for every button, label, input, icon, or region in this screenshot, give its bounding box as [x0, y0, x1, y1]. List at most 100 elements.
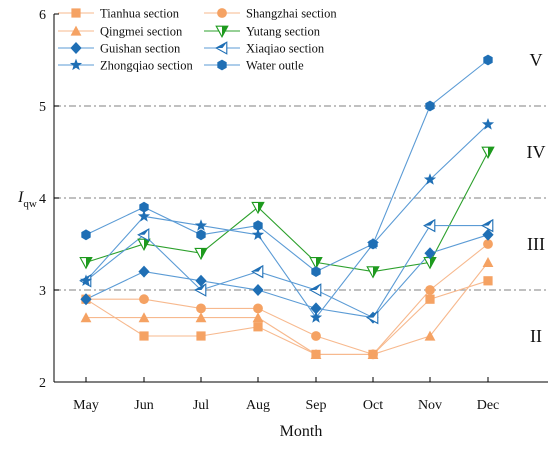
- series-line-xiaqiao-section: [85, 225, 488, 319]
- y-axis-title-main: I: [17, 189, 24, 206]
- data-point-water-outle: [81, 229, 91, 241]
- data-point-zhongqiao-section: [137, 210, 151, 222]
- y-tick-label: 5: [39, 100, 46, 115]
- legend-label: Guishan section: [100, 42, 181, 56]
- data-point-qingmei-section: [310, 349, 322, 359]
- legend-item-water-outle: Water outle: [204, 59, 304, 73]
- data-point-guishan-section: [424, 247, 436, 260]
- legend: Tianhua section Shangzhai section Qingmei …: [58, 7, 337, 73]
- data-point-qingmei-section: [138, 312, 150, 323]
- data-point-qingmei-section: [424, 330, 436, 341]
- x-ticks: May Jun Jul Aug Sep Oct Nov Dec: [73, 377, 499, 413]
- data-point-xiaqiao-section: [251, 264, 264, 279]
- y-tick-label: 3: [39, 284, 46, 299]
- x-tick-label: Nov: [418, 398, 442, 413]
- legend-marker: [217, 59, 227, 71]
- legend-label: Water outle: [246, 59, 304, 73]
- series-line-water-outle: [85, 59, 489, 273]
- data-point-zhongqiao-section: [309, 311, 323, 323]
- legend-item-tianhua-section: Tianhua section: [58, 7, 180, 21]
- data-point-guishan-section: [195, 274, 207, 287]
- data-point-xiaqiao-section: [366, 310, 379, 325]
- grade-label: IV: [527, 142, 546, 162]
- y-tick-label: 4: [39, 192, 46, 207]
- series-line-shangzhai-section: [86, 243, 489, 356]
- data-point-xiaqiao-section: [137, 228, 150, 242]
- data-point-tianhua-section: [425, 294, 435, 304]
- data-point-water-outle: [311, 266, 321, 277]
- legend-label: Tianhua section: [100, 7, 180, 21]
- y-tick-label: 2: [39, 376, 46, 391]
- legend-marker: [70, 42, 82, 54]
- series-line-tianhua-section: [85, 280, 489, 355]
- series-lines: [85, 59, 489, 356]
- data-point-water-outle: [368, 238, 378, 250]
- legend-item-shangzhai-section: Shangzhai section: [204, 7, 337, 21]
- legend-item-yutang-section: Yutang section: [204, 25, 321, 39]
- y-axis-title-sub: qw: [23, 198, 37, 210]
- data-point-shangzhai-section: [425, 285, 435, 295]
- data-point-water-outle: [425, 100, 435, 112]
- x-tick-label: Aug: [246, 398, 270, 413]
- data-point-shangzhai-section: [483, 239, 493, 249]
- x-axis-title: Month: [280, 423, 323, 440]
- grade-label: II: [530, 326, 542, 346]
- data-point-guishan-section: [138, 265, 150, 278]
- data-point-qingmei-section: [80, 312, 92, 323]
- y-axis-title: Iqw: [17, 189, 37, 210]
- data-point-shangzhai-section: [253, 303, 263, 314]
- x-tick-label: Jul: [193, 398, 209, 413]
- data-point-zhongqiao-section: [423, 173, 437, 185]
- data-point-water-outle: [253, 220, 263, 231]
- data-point-guishan-section: [482, 228, 494, 241]
- grade-label: V: [530, 50, 543, 70]
- data-point-shangzhai-section: [311, 331, 321, 341]
- x-tick-label: Dec: [477, 398, 500, 413]
- reference-lines: [54, 105, 548, 291]
- data-point-qingmei-section: [482, 257, 494, 267]
- data-point-qingmei-section: [252, 312, 264, 323]
- data-point-guishan-section: [80, 293, 92, 306]
- data-point-shangzhai-section: [139, 294, 149, 305]
- data-point-xiaqiao-section: [194, 283, 207, 297]
- legend-item-guishan-section: Guishan section: [58, 42, 181, 56]
- grade-label: III: [527, 234, 545, 254]
- series-markers: [79, 54, 495, 360]
- legend-marker: [215, 25, 229, 38]
- y-ticks: 2 3 4 5 6: [39, 8, 59, 391]
- data-point-zhongqiao-section: [79, 274, 93, 286]
- y-tick-label: 6: [39, 8, 46, 23]
- data-point-water-outle: [139, 201, 149, 213]
- data-point-yutang-section: [251, 201, 265, 215]
- data-point-tianhua-section: [483, 276, 493, 286]
- data-point-zhongqiao-section: [481, 118, 495, 130]
- legend-marker: [215, 41, 228, 55]
- data-point-yutang-section: [194, 247, 208, 261]
- data-point-xiaqiao-section: [481, 218, 494, 233]
- legend-item-qingmei-section: Qingmei section: [58, 25, 183, 39]
- data-point-tianhua-section: [139, 331, 149, 341]
- data-point-tianhua-section: [253, 322, 263, 332]
- x-tick-label: Sep: [306, 398, 327, 413]
- legend-label: Shangzhai section: [246, 7, 337, 21]
- data-point-yutang-section: [309, 257, 323, 270]
- data-point-qingmei-section: [195, 312, 207, 323]
- data-point-water-outle: [196, 229, 206, 241]
- legend-marker: [70, 25, 82, 36]
- x-tick-label: Oct: [363, 398, 383, 413]
- legend-marker: [69, 58, 83, 71]
- legend-label: Zhongqiao section: [100, 59, 193, 73]
- legend-item-xiaqiao-section: Xiaqiao section: [204, 41, 325, 56]
- data-point-guishan-section: [252, 284, 264, 296]
- x-tick-label: May: [73, 398, 99, 413]
- data-point-zhongqiao-section: [251, 228, 265, 240]
- data-point-qingmei-section: [367, 349, 379, 359]
- series-line-qingmei-section: [86, 262, 489, 355]
- legend-label: Xiaqiao section: [246, 42, 325, 56]
- data-point-zhongqiao-section: [194, 219, 208, 231]
- data-point-yutang-section: [481, 146, 495, 159]
- data-point-shangzhai-section: [196, 303, 206, 314]
